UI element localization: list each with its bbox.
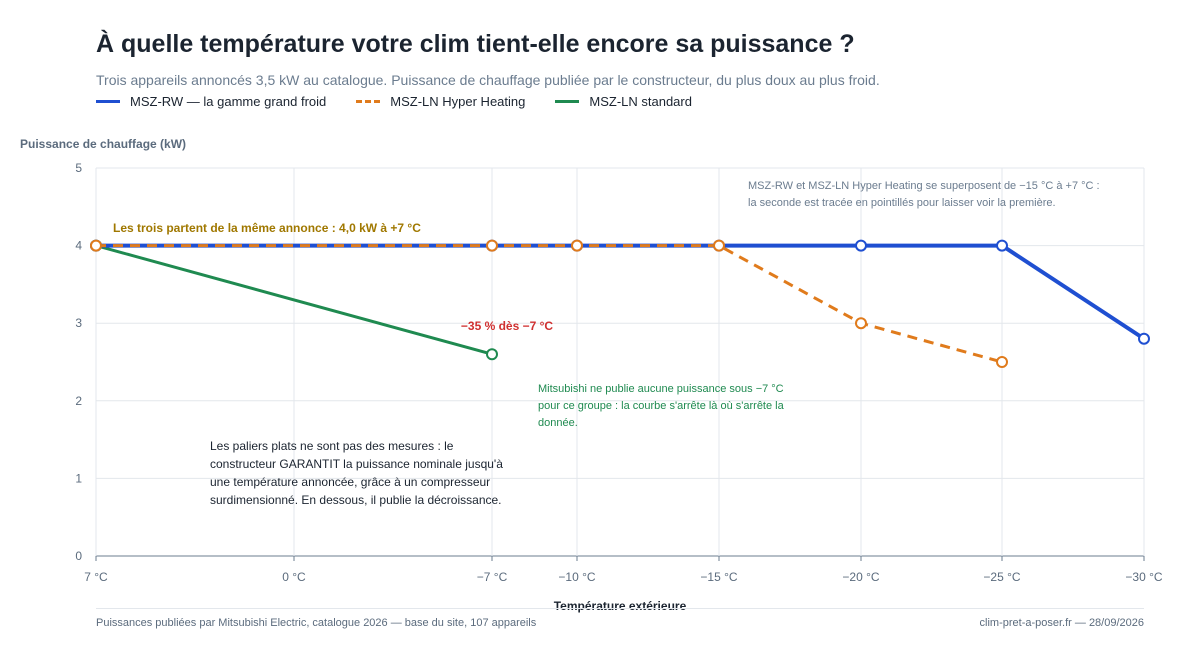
x-tick-label: −25 °C (983, 570, 1020, 584)
footer-credit: clim-pret-a-poser.fr — 28/09/2026 (979, 617, 1144, 629)
legend-swatch-ln-hh (356, 100, 381, 103)
data-point-ln_hh (855, 317, 867, 330)
data-point-ln_hh (486, 239, 498, 252)
y-tick-label: 3 (75, 316, 82, 330)
data-point-rw (1138, 332, 1150, 345)
legend-swatch-ln-std (555, 100, 580, 103)
series-line-ln_std (95, 244, 493, 356)
annotation-same-start: Les trois partent de la même annonce : 4… (113, 221, 421, 235)
legend-item-ln-std: MSZ-LN standard (555, 94, 692, 109)
data-point-ln_hh (90, 239, 102, 252)
y-axis-label: Puissance de chauffage (kW) (20, 137, 187, 151)
data-point-rw (855, 239, 867, 252)
y-tick-label: 1 (75, 471, 82, 485)
legend-label-ln-std: MSZ-LN standard (589, 94, 692, 109)
data-point-ln_hh (996, 356, 1008, 368)
x-tick-label: −30 °C (1125, 570, 1162, 584)
data-point-ln_std (486, 348, 498, 361)
series-line-rw (96, 243, 1146, 341)
x-tick-label: −10 °C (558, 570, 595, 584)
x-tick-label: −20 °C (842, 570, 879, 584)
annotation-overlap: MSZ-RW et MSZ-LN Hyper Heating se superp… (748, 180, 1100, 209)
x-axis-label: Température extérieure (553, 599, 687, 613)
footer-source: Puissances publiées par Mitsubishi Elect… (96, 617, 537, 629)
data-point-ln_hh (713, 239, 725, 252)
y-tick-label: 5 (75, 161, 82, 175)
legend-label-rw: MSZ-RW — la gamme grand froid (130, 94, 327, 109)
legend-label-ln-hh: MSZ-LN Hyper Heating (390, 94, 526, 109)
x-tick-label: 7 °C (84, 570, 108, 584)
legend-swatch-rw (96, 100, 120, 103)
y-tick-label: 4 (75, 239, 82, 253)
annotation-paliers: Les paliers plats ne sont pas des mesure… (210, 439, 503, 507)
y-tick-label: 2 (75, 394, 82, 408)
annotation-no-data: Mitsubishi ne publie aucune puissance so… (538, 383, 784, 429)
data-point-rw (996, 239, 1008, 252)
legend: MSZ-RW — la gamme grand froid MSZ-LN Hyp… (96, 94, 692, 109)
x-tick-label: −7 °C (477, 570, 508, 584)
legend-item-rw: MSZ-RW — la gamme grand froid (96, 94, 326, 109)
x-tick-label: 0 °C (282, 570, 306, 584)
x-tick-label: −15 °C (700, 570, 737, 584)
chart-subtitle: Trois appareils annoncés 3,5 kW au catal… (96, 72, 880, 88)
y-tick-label: 0 (75, 549, 82, 563)
series-line-ln_hh (96, 244, 1003, 364)
legend-item-ln-hh: MSZ-LN Hyper Heating (356, 94, 525, 109)
chart-title: À quelle température votre clim tient-el… (96, 30, 855, 58)
data-point-ln_hh (571, 239, 583, 252)
annotation-drop: −35 % dès −7 °C (461, 319, 554, 333)
footer-divider (96, 608, 1144, 609)
